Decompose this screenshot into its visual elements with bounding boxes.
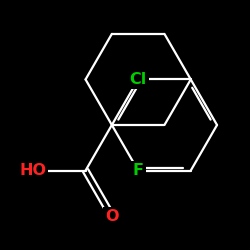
Text: HO: HO: [20, 163, 46, 178]
Text: Cl: Cl: [130, 72, 147, 87]
Text: F: F: [133, 163, 144, 178]
Text: O: O: [105, 208, 118, 224]
